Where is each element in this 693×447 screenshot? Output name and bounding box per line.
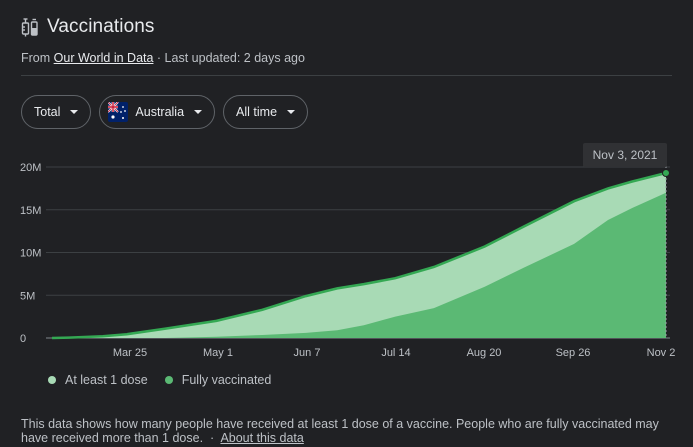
footnote-separator: · bbox=[203, 431, 221, 445]
tooltip-date: Nov 3, 2021 bbox=[593, 148, 658, 162]
syringe-icon bbox=[21, 18, 38, 37]
divider bbox=[21, 75, 672, 76]
x-tick-label: Sep 26 bbox=[556, 347, 591, 359]
legend-label-at-least-one: At least 1 dose bbox=[65, 373, 148, 387]
country-dropdown[interactable]: Australia bbox=[99, 95, 216, 129]
metric-dropdown-label: Total bbox=[34, 105, 61, 119]
legend-item-at-least-one: At least 1 dose bbox=[48, 373, 148, 387]
chart-legend: At least 1 dose Fully vaccinated bbox=[48, 373, 288, 387]
range-dropdown-label: All time bbox=[236, 105, 278, 119]
legend-dot-fully bbox=[164, 376, 173, 384]
last-updated: · Last updated: 2 days ago bbox=[153, 51, 305, 65]
x-tick-label: Jul 14 bbox=[381, 347, 410, 359]
source-line: From Our World in Data · Last updated: 2… bbox=[21, 51, 672, 65]
caret-down-icon bbox=[194, 110, 203, 114]
series-line-at-least-one bbox=[51, 171, 667, 340]
hover-point bbox=[662, 168, 670, 177]
legend-item-fully: Fully vaccinated bbox=[164, 373, 272, 387]
footnote: This data shows how many people have rec… bbox=[21, 417, 681, 445]
source-link[interactable]: Our World in Data bbox=[53, 51, 154, 65]
legend-dot-at-least-one bbox=[48, 376, 56, 384]
series-area-fully bbox=[52, 192, 666, 338]
y-tick-label: 10M bbox=[20, 248, 41, 260]
x-tick-label: Mar 25 bbox=[113, 347, 147, 359]
filter-controls: Total Australia All time bbox=[21, 95, 309, 129]
vaccination-chart[interactable]: 0 5M 10M 15M 20M Nov 3, 2021 Mar 25 May 1 Jun 7 J… bbox=[0, 140, 693, 365]
x-tick-label: Aug 20 bbox=[467, 347, 502, 359]
footnote-text: This data shows how many people have rec… bbox=[21, 417, 659, 445]
y-tick-label: 5M bbox=[20, 290, 35, 302]
tooltip-box bbox=[583, 143, 667, 167]
metric-dropdown[interactable]: Total bbox=[21, 95, 92, 129]
x-tick-label: Nov 2 bbox=[647, 347, 676, 359]
y-tick-label: 0 bbox=[20, 333, 26, 345]
country-dropdown-label: Australia bbox=[135, 105, 185, 119]
x-tick-label: Jun 7 bbox=[294, 347, 321, 359]
x-tick-label: May 1 bbox=[203, 347, 233, 359]
y-tick-label: 20M bbox=[20, 162, 41, 174]
page-title: Vaccinations bbox=[47, 16, 155, 37]
y-tick-label: 15M bbox=[20, 205, 41, 217]
about-data-link[interactable]: About this data bbox=[220, 431, 304, 445]
title-row: Vaccinations bbox=[21, 14, 672, 40]
legend-label-fully: Fully vaccinated bbox=[181, 373, 272, 387]
australia-flag-icon bbox=[108, 102, 129, 122]
source-prefix: From bbox=[21, 51, 54, 65]
caret-down-icon bbox=[287, 110, 296, 114]
range-dropdown[interactable]: All time bbox=[223, 95, 309, 129]
caret-down-icon bbox=[70, 110, 79, 114]
card-header: Vaccinations From Our World in Data · La… bbox=[21, 14, 672, 65]
